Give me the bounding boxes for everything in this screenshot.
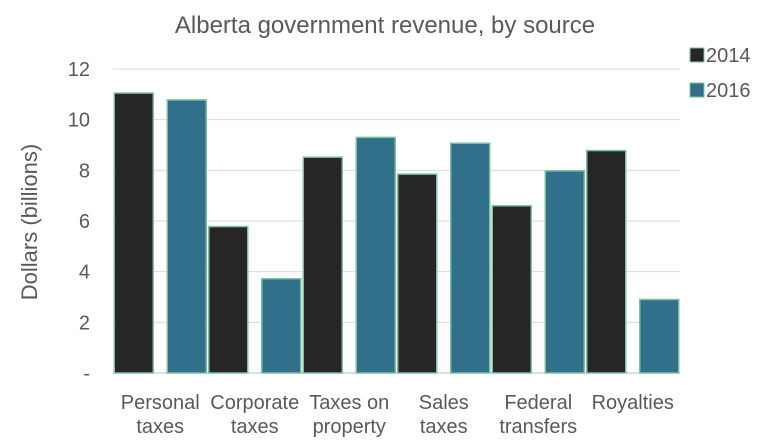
bar-2016-1	[261, 278, 302, 374]
chart-title: Alberta government revenue, by source	[175, 12, 595, 39]
y-tick-label: 2	[79, 312, 90, 334]
bar-2016-2	[355, 136, 396, 374]
legend-label: 2016	[706, 80, 751, 102]
y-tick-label: 4	[79, 262, 90, 284]
y-tick-label: 8	[79, 160, 90, 182]
bar-2016-5	[639, 298, 680, 374]
y-tick-label: 6	[79, 211, 90, 233]
y-tick-label: 12	[68, 59, 90, 81]
x-tick-label: transfers	[499, 416, 577, 438]
bar-2014-2	[302, 156, 343, 374]
x-tick-label: taxes	[231, 416, 279, 438]
legend-label: 2014	[706, 45, 751, 67]
bar-2014-3	[397, 173, 438, 374]
bars	[113, 92, 680, 374]
x-tick-label: Federal	[504, 392, 572, 414]
x-tick-label: property	[313, 416, 386, 438]
y-tick-label: 10	[68, 110, 90, 132]
y-tick-label: -	[83, 363, 90, 385]
x-tick-label: Corporate	[210, 392, 299, 414]
x-tick-label: taxes	[420, 416, 468, 438]
legend-swatch-2014	[689, 47, 705, 63]
bar-2014-5	[586, 149, 627, 374]
bar-2014-4	[491, 205, 532, 374]
x-tick-label: Taxes on	[309, 392, 389, 414]
bar-2014-1	[208, 225, 249, 374]
x-tick-label: Personal	[121, 392, 200, 414]
x-tick-label: Sales	[419, 392, 469, 414]
x-tick-label: Royalties	[592, 392, 674, 414]
bar-2016-0	[166, 99, 207, 374]
bar-2016-3	[450, 142, 491, 374]
gridlines	[113, 68, 680, 374]
legend-swatch-2016	[689, 82, 705, 98]
legend: 2014 2016	[689, 45, 751, 102]
bar-2014-0	[113, 92, 154, 374]
x-tick-label: taxes	[136, 416, 184, 438]
y-axis-ticks: - 2 4 6 8 10 12	[68, 59, 90, 385]
bar-2016-4	[544, 170, 585, 374]
y-axis-label: Dollars (billions)	[17, 144, 42, 300]
